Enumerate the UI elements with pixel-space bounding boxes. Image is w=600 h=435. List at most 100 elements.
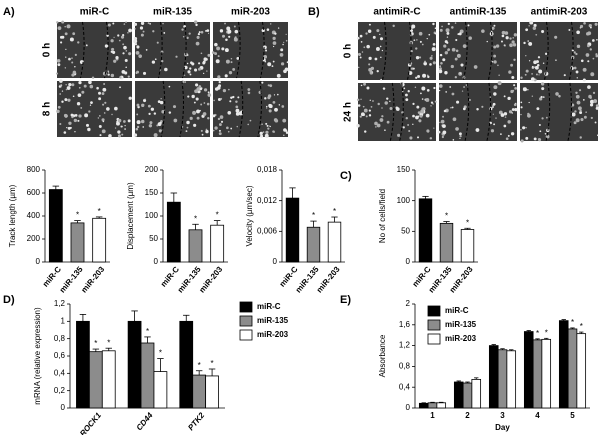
cell — [430, 105, 432, 107]
column-label: antimiR-203 — [531, 7, 588, 18]
y-tick-label: 200 — [145, 165, 159, 174]
cell — [442, 58, 446, 62]
cell — [535, 60, 539, 64]
y-tick-label: 1,6 — [399, 320, 411, 329]
cell — [119, 86, 121, 89]
cell — [194, 20, 198, 24]
y-axis-label: Velocity (µm/sec) — [245, 185, 254, 246]
y-tick-label: 150 — [397, 165, 411, 174]
y-tick-label: 0,2 — [54, 386, 66, 395]
cell — [420, 92, 422, 95]
cell — [194, 68, 198, 72]
x-tick-label: 1 — [430, 411, 435, 420]
cell — [285, 131, 289, 134]
cell — [580, 117, 584, 122]
y-tick-label: 800 — [27, 165, 41, 174]
cell — [555, 59, 557, 61]
cell — [412, 102, 415, 105]
cell — [59, 93, 62, 95]
cell — [224, 74, 228, 78]
cell — [267, 84, 270, 87]
y-tick-label: 0,6 — [54, 351, 66, 360]
cell — [535, 33, 538, 36]
cell — [381, 115, 384, 118]
cell — [541, 82, 545, 86]
cell — [450, 64, 454, 69]
cell — [528, 60, 531, 62]
cell — [514, 86, 518, 90]
cell — [392, 24, 395, 28]
cell — [450, 106, 452, 109]
cell — [81, 90, 85, 94]
cell — [416, 136, 420, 139]
cell — [199, 87, 203, 91]
cell — [184, 65, 188, 70]
cell — [511, 76, 515, 80]
panel-label: D) — [3, 294, 15, 306]
cell — [222, 89, 227, 93]
panel-label: C) — [340, 170, 352, 182]
significance-marker: * — [211, 359, 214, 368]
cell — [196, 116, 200, 120]
cell — [359, 34, 363, 38]
wound-edge — [257, 80, 262, 138]
cell — [522, 87, 525, 90]
cell — [272, 60, 275, 63]
cell — [366, 44, 370, 49]
cell — [381, 107, 383, 109]
significance-marker: * — [194, 214, 197, 223]
cell — [122, 43, 125, 46]
cell — [236, 56, 240, 60]
cell — [563, 74, 566, 77]
cell — [495, 44, 500, 48]
cell — [111, 47, 115, 51]
cell — [508, 110, 513, 114]
cell — [455, 49, 459, 53]
cell — [56, 21, 59, 24]
cell — [214, 42, 218, 47]
cell — [267, 62, 272, 67]
cell — [577, 106, 582, 111]
cell — [384, 129, 386, 131]
bar — [285, 197, 300, 263]
bar — [418, 402, 429, 409]
cell — [136, 120, 141, 125]
cell — [360, 84, 363, 87]
cell — [148, 124, 153, 128]
cell — [595, 53, 598, 56]
significance-marker: * — [580, 322, 583, 331]
cell — [438, 67, 442, 71]
bar — [558, 320, 569, 409]
cell — [57, 105, 61, 109]
cell — [214, 126, 218, 130]
cell — [225, 38, 228, 42]
cell — [283, 41, 285, 43]
cell — [415, 47, 418, 50]
cell — [510, 132, 515, 136]
cell — [227, 130, 230, 133]
cell — [580, 59, 584, 63]
cell — [429, 56, 433, 60]
cell — [84, 113, 89, 118]
cell — [441, 25, 443, 28]
cell — [61, 20, 65, 24]
cell — [595, 104, 599, 108]
y-tick-label: 50 — [149, 234, 158, 243]
cell — [539, 130, 542, 133]
cell — [376, 123, 381, 128]
cell — [233, 25, 236, 28]
legend-label: miR-C — [257, 302, 281, 311]
x-tick-label: CD44 — [135, 410, 155, 432]
cell — [127, 31, 129, 34]
cell — [500, 40, 503, 43]
cell — [235, 100, 238, 103]
cell — [587, 60, 590, 63]
cell — [125, 50, 128, 52]
cell — [219, 115, 224, 119]
cell — [277, 27, 280, 29]
cell — [507, 120, 511, 124]
cell — [153, 112, 157, 115]
cell — [513, 84, 516, 87]
cell — [413, 39, 416, 42]
micrograph — [439, 83, 517, 141]
